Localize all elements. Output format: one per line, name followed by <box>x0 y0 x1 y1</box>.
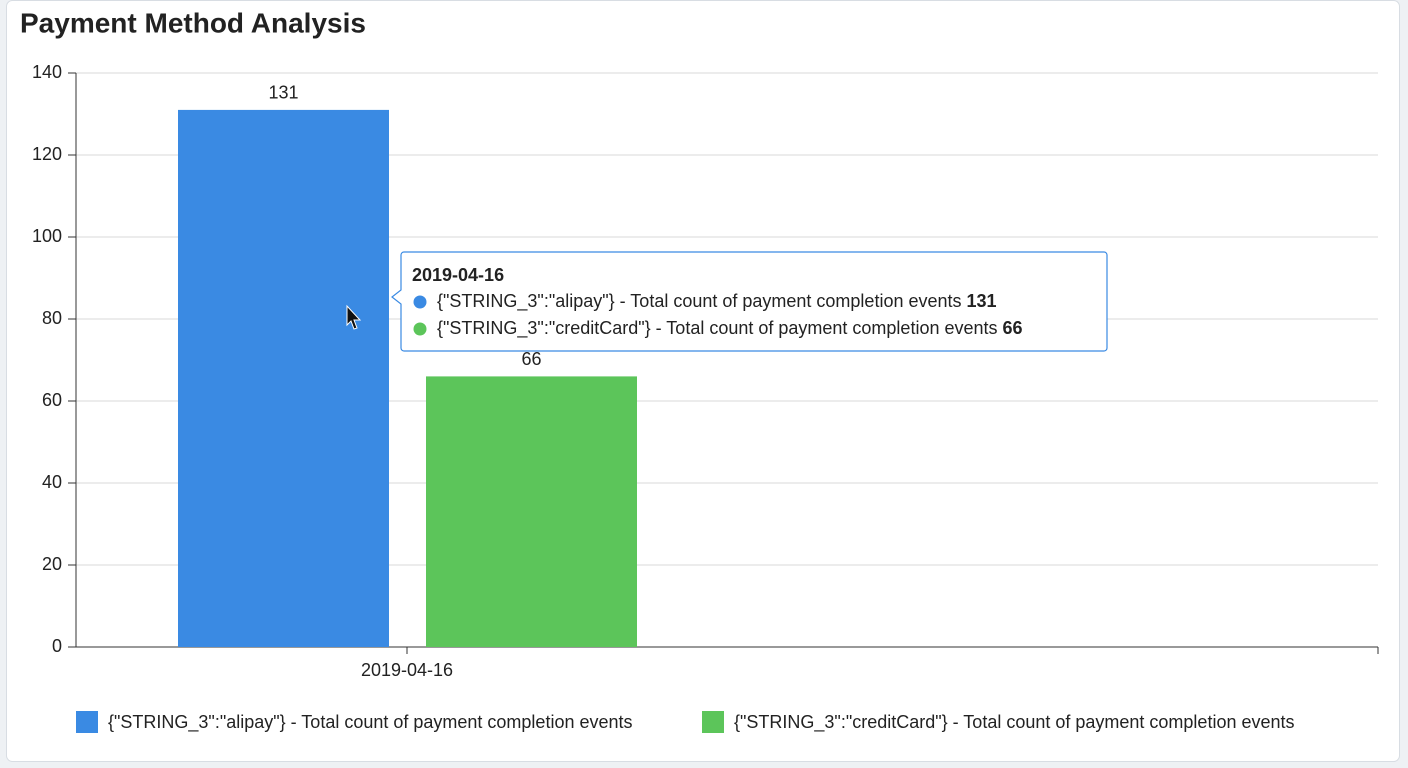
tooltip-marker <box>413 295 427 309</box>
plot-area: 0 20 40 60 80 100 120 140 2019-04-16 131 66 <box>32 62 1379 680</box>
tooltip-value: 131 <box>967 291 997 311</box>
tooltip-row: {"STRING_3":"alipay"} - Total count of p… <box>437 291 997 312</box>
tooltip-title: 2019-04-16 <box>412 265 504 285</box>
legend-label[interactable]: {"STRING_3":"alipay"} - Total count of p… <box>108 712 633 733</box>
legend-swatch <box>76 711 98 733</box>
value-label: 131 <box>268 83 298 103</box>
tooltip-marker <box>413 322 427 336</box>
bar <box>178 109 389 647</box>
tooltip-value: 66 <box>1003 318 1023 338</box>
tooltip: 2019-04-16 {"STRING_3":"alipay"} - Total … <box>391 251 1108 352</box>
y-tick-label: 80 <box>42 308 62 328</box>
legend-swatch <box>702 711 724 733</box>
y-tick-label: 120 <box>32 144 62 164</box>
x-tick-label: 2019-04-16 <box>361 660 453 680</box>
value-label: 66 <box>521 349 541 369</box>
cursor <box>346 304 362 330</box>
chart-title: Payment Method Analysis <box>20 7 366 38</box>
legend-label[interactable]: {"STRING_3":"creditCard"} - Total count … <box>734 712 1295 733</box>
y-tick-label: 140 <box>32 62 62 82</box>
y-tick-label: 100 <box>32 226 62 246</box>
y-tick-label: 0 <box>52 636 62 656</box>
y-tick-label: 60 <box>42 390 62 410</box>
bar <box>426 376 637 647</box>
tooltip-box <box>391 251 1108 352</box>
y-tick-label: 40 <box>42 472 62 492</box>
tooltip-row: {"STRING_3":"creditCard"} - Total count … <box>437 318 1023 339</box>
tooltip-series: {"STRING_3":"alipay"} - Total count of p… <box>437 291 962 312</box>
y-tick-label: 20 <box>42 554 62 574</box>
tooltip-series: {"STRING_3":"creditCard"} - Total count … <box>437 318 998 339</box>
